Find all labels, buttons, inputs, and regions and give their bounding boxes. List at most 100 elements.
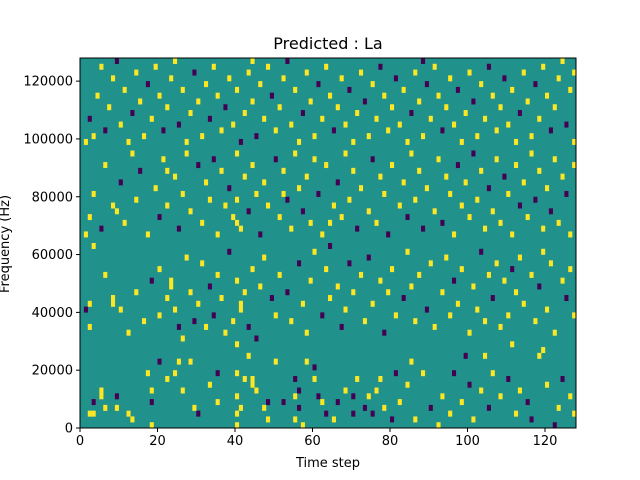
heatmap-cell [238, 138, 243, 145]
heatmap-cell [506, 190, 511, 197]
heatmap-cell [238, 306, 243, 313]
heatmap-cell [529, 150, 534, 157]
heatmap-cell [165, 202, 170, 209]
heatmap-cell [215, 92, 220, 99]
heatmap-cell [196, 98, 201, 105]
heatmap-cell [366, 254, 371, 261]
heatmap-cell [440, 219, 445, 226]
heatmap-cell [390, 104, 395, 111]
heatmap-cell [149, 387, 154, 394]
heatmap-cell [281, 190, 286, 197]
heatmap-cell [424, 185, 429, 192]
heatmap-cell [91, 243, 96, 249]
heatmap-cell [304, 358, 309, 365]
heatmap-cell [111, 295, 116, 302]
heatmap-cell [281, 75, 286, 82]
heatmap-cell [273, 312, 278, 319]
heatmap-cell [142, 133, 147, 140]
heatmap-cell [514, 289, 519, 296]
heatmap-cell [200, 260, 205, 267]
heatmap-cell [273, 127, 278, 134]
heatmap-cell [293, 416, 298, 423]
y-tick-label: 60000 [32, 248, 73, 263]
heatmap-cell [312, 364, 317, 371]
heatmap-cell [235, 393, 240, 400]
heatmap-cell [87, 323, 92, 330]
heatmap-cell [320, 115, 325, 122]
heatmap-cell [560, 58, 565, 64]
heatmap-cell [351, 167, 356, 174]
heatmap-cell [142, 318, 147, 325]
heatmap-cell [161, 127, 166, 134]
heatmap-cell [533, 81, 538, 88]
heatmap-cell [436, 156, 441, 163]
heatmap-cell [211, 312, 216, 319]
heatmap-cell [370, 81, 375, 88]
heatmap-cell [304, 329, 309, 336]
heatmap-cell [242, 375, 247, 382]
heatmap-cell [537, 167, 542, 174]
heatmap-cell [421, 58, 426, 64]
heatmap-cell [417, 167, 422, 174]
heatmap-cell [328, 295, 333, 302]
heatmap-cell [502, 277, 507, 284]
heatmap-cell [235, 341, 240, 348]
heatmap-cell [529, 271, 534, 278]
heatmap-cell [386, 231, 391, 238]
heatmap-cell [525, 214, 530, 221]
heatmap-cell [266, 416, 271, 423]
heatmap-cell [184, 150, 189, 157]
heatmap-cell [200, 219, 205, 226]
heatmap-cell [537, 352, 542, 359]
heatmap-cell [409, 110, 414, 117]
heatmap-cell [514, 410, 519, 417]
heatmap-cell [548, 260, 553, 267]
heatmap-cell [386, 127, 391, 134]
heatmap-cell [525, 98, 530, 105]
heatmap-cell [111, 300, 116, 307]
heatmap-cell [343, 150, 348, 157]
heatmap-cell [568, 393, 573, 400]
heatmap-cell [111, 202, 116, 209]
heatmap-cell [417, 98, 422, 105]
heatmap-cell [483, 318, 488, 325]
heatmap-cell [300, 300, 305, 307]
heatmap-cell [324, 63, 329, 70]
heatmap-cell [145, 231, 150, 238]
heatmap-cell [421, 370, 426, 377]
heatmap-cell [83, 231, 88, 238]
heatmap-cell [297, 185, 302, 192]
heatmap-cell [452, 277, 457, 284]
heatmap-cell [149, 399, 154, 406]
heatmap-cell [548, 127, 553, 134]
heatmap-cell [517, 202, 522, 209]
heatmap-cell [297, 404, 302, 411]
heatmap-cell [304, 173, 309, 180]
heatmap-cell [188, 208, 193, 215]
heatmap-cell [541, 248, 546, 255]
heatmap-cell [238, 300, 243, 307]
heatmap-cell [537, 283, 542, 290]
heatmap-cell [382, 190, 387, 197]
heatmap-cell [486, 271, 491, 278]
heatmap-cell [378, 375, 383, 382]
heatmap-cell [339, 323, 344, 330]
heatmap-cell [211, 63, 216, 70]
heatmap-cell [459, 399, 464, 406]
heatmap-cell [91, 133, 96, 140]
heatmap-cell [215, 370, 220, 377]
heatmap-cell [223, 329, 228, 336]
heatmap-cell [316, 393, 321, 400]
heatmap-cell [204, 323, 209, 330]
heatmap-cell [517, 387, 522, 394]
heatmap-cell [347, 86, 352, 93]
heatmap-cell [165, 375, 170, 382]
heatmap-cell [467, 214, 472, 221]
heatmap-cell [541, 63, 546, 70]
heatmap-cell [506, 375, 511, 382]
heatmap-cell [207, 381, 212, 388]
heatmap-cell [196, 162, 201, 169]
heatmap-cell [355, 375, 360, 382]
heatmap-cell [235, 370, 240, 377]
